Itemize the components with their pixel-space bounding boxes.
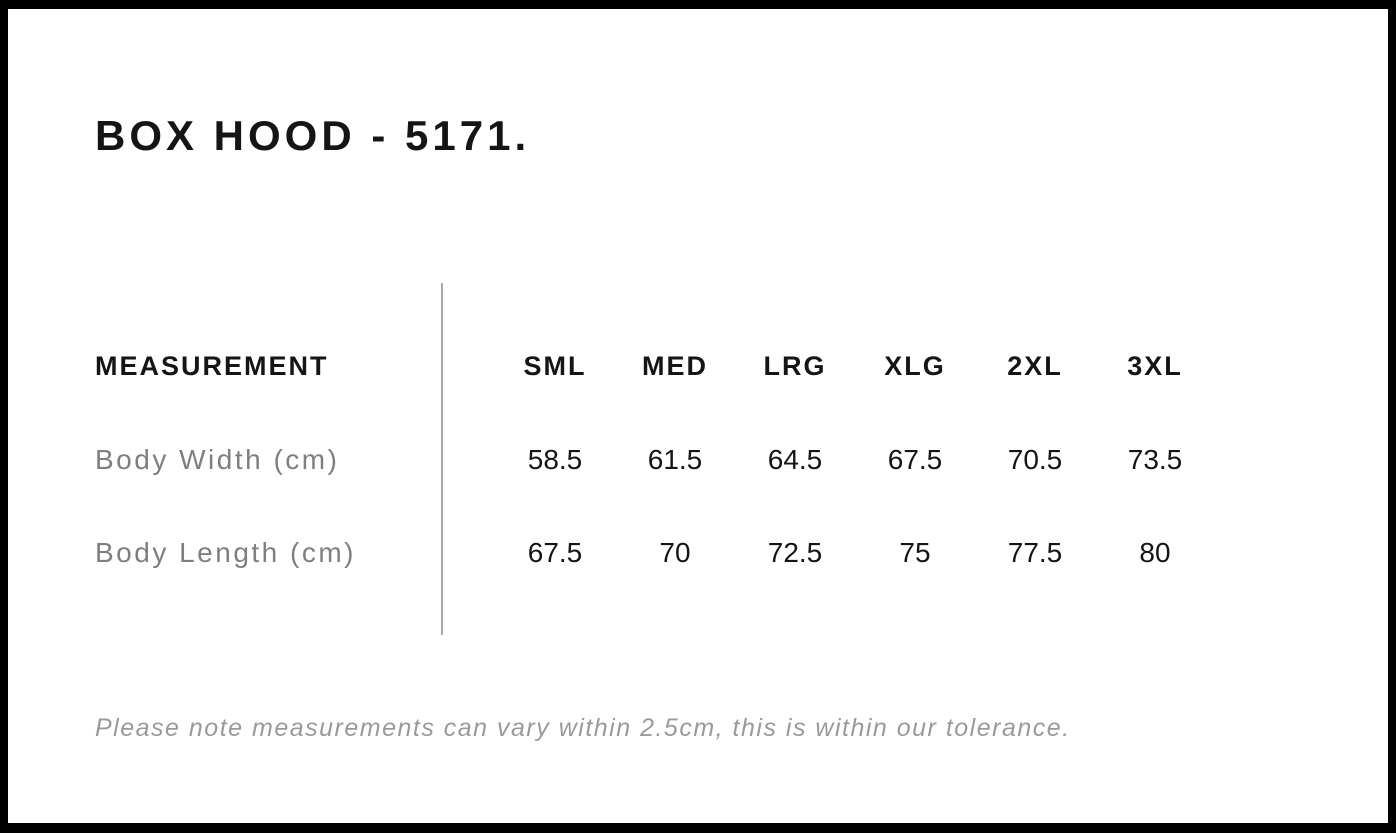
body-length-med: 70 — [659, 536, 691, 568]
size-table: MEASUREMENT SML MED LRG XLG 2XL 3XL Body… — [95, 283, 1215, 635]
body-width-3xl: 73.5 — [1127, 443, 1183, 475]
table-row-body-length: Body Length (cm) 67.5 70 72.5 75 77.5 80 — [95, 506, 1215, 599]
header-size-2xl: 2XL — [1007, 351, 1063, 381]
page-content: BOX HOOD - 5171. MEASUREMENT SML MED LRG… — [8, 9, 1388, 823]
body-length-lrg: 72.5 — [767, 536, 823, 568]
header-size-med: MED — [642, 351, 708, 381]
header-size-sml: SML — [523, 351, 587, 381]
body-width-med: 61.5 — [647, 443, 703, 475]
body-width-xlg: 67.5 — [887, 443, 943, 475]
row-label-body-width: Body Width (cm) — [95, 443, 340, 475]
header-size-xlg: XLG — [884, 351, 946, 381]
body-length-xlg: 75 — [899, 536, 931, 568]
body-length-2xl: 77.5 — [1007, 536, 1063, 568]
table-row-body-width: Body Width (cm) 58.5 61.5 64.5 67.5 70.5… — [95, 413, 1215, 506]
row-label-body-length: Body Length (cm) — [95, 536, 356, 568]
header-size-lrg: LRG — [763, 351, 827, 381]
body-length-3xl: 80 — [1139, 536, 1171, 568]
table-header-row: MEASUREMENT SML MED LRG XLG 2XL 3XL — [95, 320, 1215, 413]
header-size-3xl: 3XL — [1127, 351, 1183, 381]
body-width-sml: 58.5 — [527, 443, 583, 475]
body-length-sml: 67.5 — [527, 536, 583, 568]
header-measurement: MEASUREMENT — [95, 351, 329, 381]
page-title: BOX HOOD - 5171. — [95, 112, 531, 159]
body-width-lrg: 64.5 — [767, 443, 823, 475]
table-divider-line — [441, 283, 443, 635]
body-width-2xl: 70.5 — [1007, 443, 1063, 475]
tolerance-note: Please note measurements can vary within… — [95, 714, 1071, 742]
